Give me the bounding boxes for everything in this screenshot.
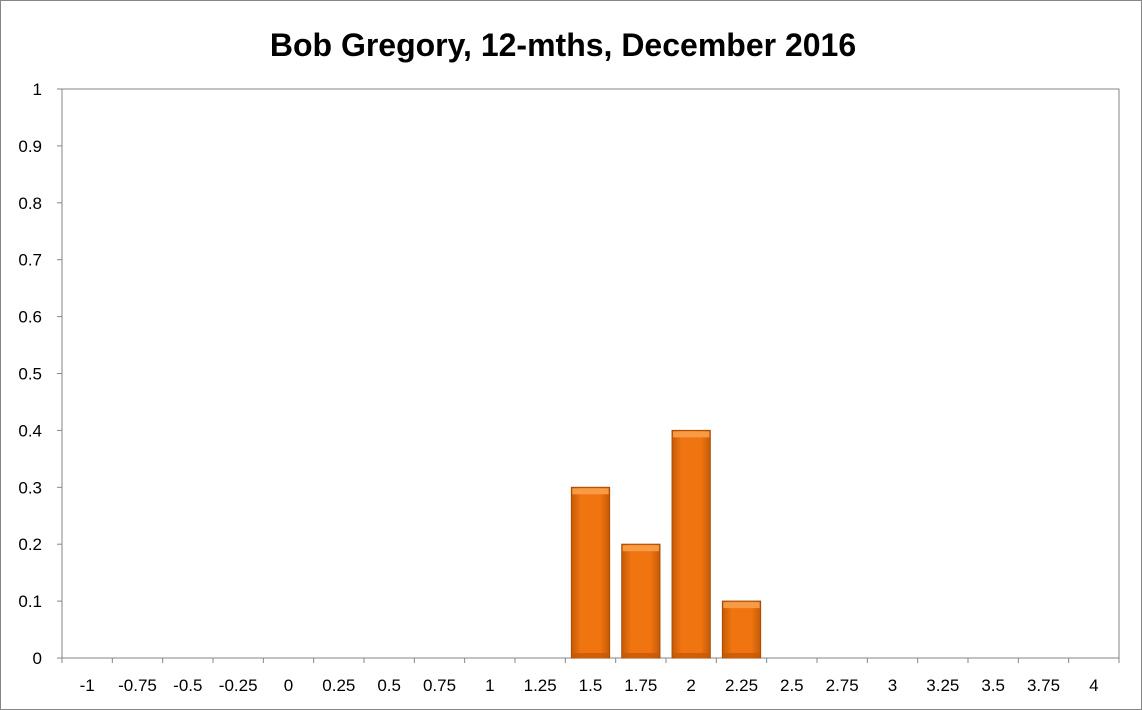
x-tick-label: -0.75 — [118, 676, 157, 695]
bar-body — [721, 600, 762, 659]
x-tick-label: 3.25 — [926, 676, 959, 695]
bar-bevel-bottom — [622, 653, 659, 657]
bars — [570, 429, 762, 659]
y-tick-label: 0.3 — [18, 478, 42, 497]
y-tick-label: 1 — [33, 80, 42, 99]
y-tick-label: 0.4 — [18, 421, 42, 440]
x-tick-label: -0.25 — [219, 676, 258, 695]
y-tick-label: 0.2 — [18, 535, 42, 554]
bar-2 — [671, 429, 711, 659]
x-tick-label: -0.5 — [173, 676, 202, 695]
x-tick-label: 0.5 — [377, 676, 401, 695]
x-tick-label: 3.5 — [981, 676, 1005, 695]
bar-body — [621, 543, 661, 659]
y-axis: 0 0.1 0.2 0.3 0.4 0.5 0.6 0.7 0.8 0.9 1 — [18, 80, 62, 668]
x-tick-label: 1.5 — [579, 676, 603, 695]
x-tick-label: 1.75 — [624, 676, 657, 695]
x-tick-label: 4 — [1089, 676, 1098, 695]
bar-bevel-bottom — [673, 653, 710, 657]
x-tick-label: 1 — [485, 676, 494, 695]
y-tick-label: 0.7 — [18, 251, 42, 270]
bar-1.75 — [621, 543, 661, 659]
bar-bevel-top — [673, 431, 710, 438]
bar-bevel-bottom — [723, 653, 760, 657]
bar-1.5 — [570, 486, 611, 659]
bar-2.25 — [721, 600, 762, 659]
x-tick-label: 2.75 — [826, 676, 859, 695]
y-tick-label: 0.6 — [18, 308, 42, 327]
bar-bevel-bottom — [572, 653, 609, 657]
x-tick-label: -1 — [80, 676, 95, 695]
x-tick-label: 0 — [284, 676, 293, 695]
y-tick-label: 0.5 — [18, 365, 42, 384]
x-axis: -1 -0.75 -0.5 -0.25 0 0.25 0.5 0.75 1 1.25 1.5 1.75… — [61, 658, 1120, 695]
bar-body — [671, 429, 711, 659]
x-tick-label: 2.25 — [725, 676, 758, 695]
bar-body — [570, 486, 611, 659]
x-tick-label: 0.25 — [322, 676, 355, 695]
x-tick-label: 0.75 — [423, 676, 456, 695]
y-tick-label: 0.1 — [18, 592, 42, 611]
y-tick-label: 0.9 — [18, 137, 42, 156]
x-tick-label: 3 — [888, 676, 897, 695]
y-tick-label: 0 — [33, 649, 42, 668]
bar-bevel-top — [572, 488, 609, 495]
chart-title: Bob Gregory, 12-mths, December 2016 — [269, 27, 857, 63]
bar-bevel-top — [622, 545, 659, 552]
y-tick-label: 0.8 — [18, 194, 42, 213]
x-tick-label: 2.5 — [780, 676, 804, 695]
bar-bevel-top — [723, 602, 760, 609]
x-tick-label: 1.25 — [524, 676, 557, 695]
x-tick-label: 2 — [686, 676, 695, 695]
x-tick-label: 3.75 — [1027, 676, 1060, 695]
